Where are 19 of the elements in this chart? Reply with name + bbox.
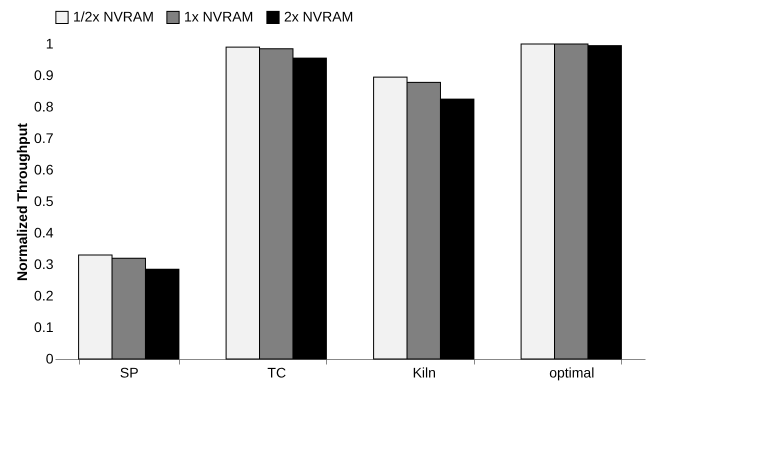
y-axis-title: Normalized Throughput xyxy=(14,122,30,281)
legend-label: 2x NVRAM xyxy=(284,8,354,24)
y-tick-label: 0.4 xyxy=(34,224,54,240)
y-tick-label: 0 xyxy=(46,350,54,366)
y-tick-label: 0.6 xyxy=(34,162,54,178)
y-tick-label: 0.7 xyxy=(34,130,54,146)
legend-label: 1x NVRAM xyxy=(184,8,254,24)
y-tick-label: 0.9 xyxy=(34,67,54,83)
y-tick-label: 1 xyxy=(46,36,54,52)
legend-label: 1/2x NVRAM xyxy=(73,8,154,24)
x-tick-label: TC xyxy=(267,364,286,380)
x-tick-label: SP xyxy=(120,364,139,380)
y-tick-label: 0.2 xyxy=(34,288,54,304)
y-tick-label: 0.1 xyxy=(34,319,54,335)
y-tick-label: 0.3 xyxy=(34,256,54,272)
y-tick-label: 0.8 xyxy=(34,98,54,114)
x-tick-label: Kiln xyxy=(412,364,436,380)
y-tick-label: 0.5 xyxy=(34,193,54,209)
x-tick-label: optimal xyxy=(549,364,594,380)
